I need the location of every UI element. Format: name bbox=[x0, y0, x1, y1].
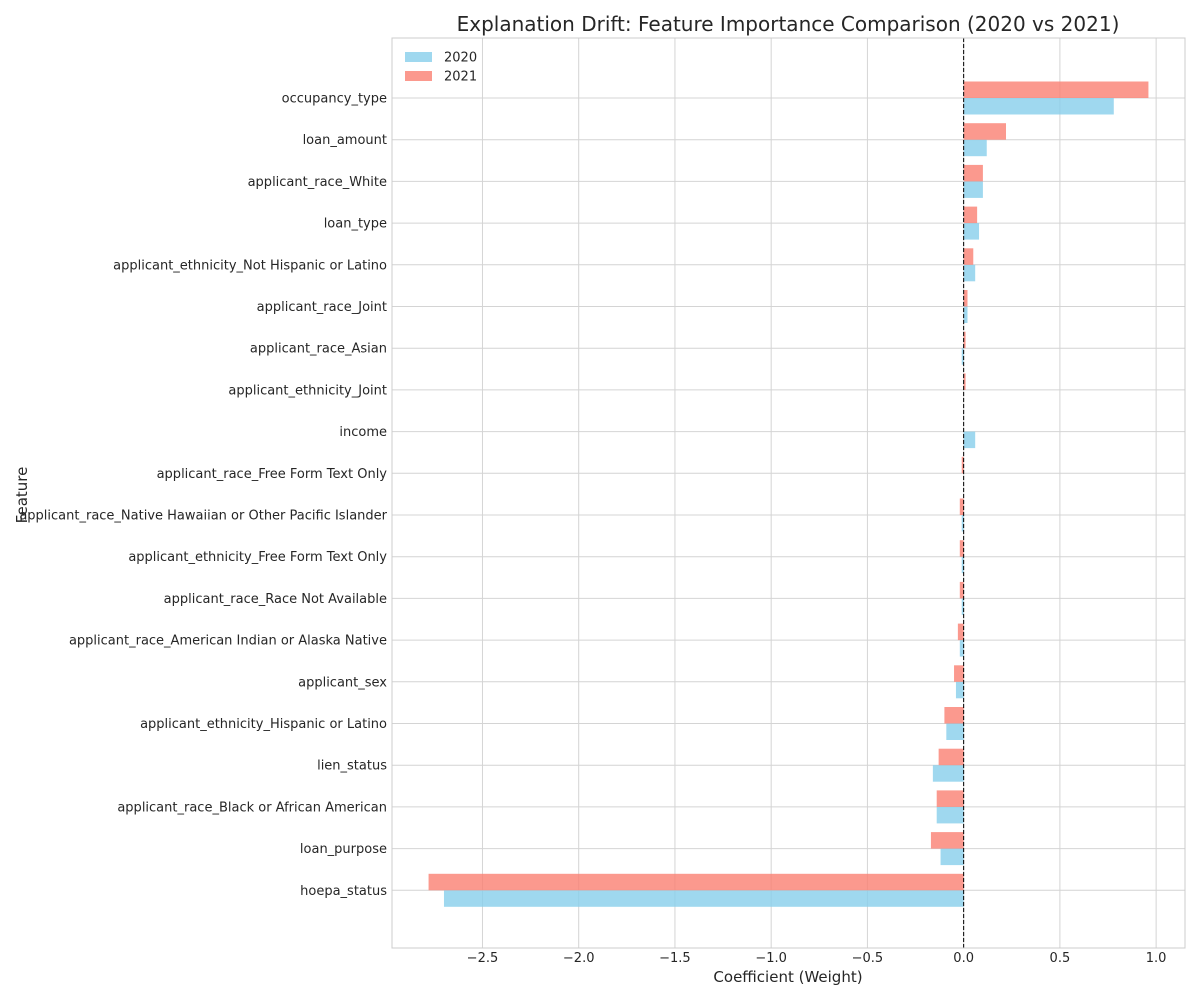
bar-2021 bbox=[957, 623, 964, 641]
y-tick-label: applicant_sex bbox=[298, 675, 387, 690]
x-tick-label: 0.0 bbox=[953, 951, 974, 966]
bar-2021 bbox=[963, 290, 968, 307]
bar-2021 bbox=[963, 164, 983, 182]
y-tick-label: applicant_ethnicity_Not Hispanic or Lati… bbox=[113, 258, 387, 273]
y-tick-label: applicant_race_American Indian or Alaska… bbox=[69, 634, 387, 649]
y-tick-label: applicant_race_Native Hawaiian or Other … bbox=[19, 509, 387, 524]
bar-2021 bbox=[936, 790, 964, 807]
plot-border bbox=[391, 37, 1186, 949]
y-tick-label: applicant_race_Free Form Text Only bbox=[157, 467, 388, 482]
legend-label-2021: 2021 bbox=[444, 70, 477, 85]
x-tick-label: −1.0 bbox=[755, 951, 787, 966]
y-tick-label: loan_amount bbox=[303, 133, 387, 148]
bar-2021 bbox=[963, 331, 966, 349]
x-tick-label: 0.5 bbox=[1050, 951, 1071, 966]
bar-2021 bbox=[959, 540, 964, 557]
bar-2020 bbox=[443, 890, 964, 907]
bar-2020 bbox=[961, 515, 964, 532]
y-tick-label: applicant_race_Asian bbox=[250, 342, 387, 357]
y-tick-label: applicant_race_Joint bbox=[257, 300, 387, 315]
y-tick-label: applicant_ethnicity_Hispanic or Latino bbox=[140, 717, 387, 732]
bar-2020 bbox=[963, 98, 1114, 115]
plot-frame bbox=[391, 37, 1186, 949]
y-tick-label: applicant_ethnicity_Joint bbox=[228, 383, 387, 398]
bar-2020 bbox=[946, 723, 964, 740]
y-tick-label: applicant_race_Race Not Available bbox=[164, 592, 387, 607]
bar-2021 bbox=[959, 498, 964, 515]
bar-2020 bbox=[961, 598, 964, 615]
y-tick-label: loan_type bbox=[324, 217, 387, 232]
x-tick-label: −2.0 bbox=[563, 951, 595, 966]
y-axis-label: Feature bbox=[13, 467, 31, 524]
y-tick-label: occupancy_type bbox=[282, 92, 387, 107]
x-tick-label: −1.5 bbox=[659, 951, 691, 966]
bars bbox=[428, 81, 1149, 907]
bar-2020 bbox=[955, 681, 964, 699]
bar-2020 bbox=[961, 556, 964, 574]
y-tick-label: applicant_race_Black or African American bbox=[117, 800, 387, 815]
grid bbox=[392, 38, 1185, 948]
bar-2020 bbox=[963, 306, 968, 323]
bar-2021 bbox=[963, 373, 966, 390]
bar-2020 bbox=[932, 765, 964, 782]
bar-2020 bbox=[936, 806, 964, 824]
legend-swatch-2021 bbox=[405, 71, 432, 81]
y-tick-label: lien_status bbox=[317, 759, 387, 774]
bar-2021 bbox=[963, 123, 1006, 140]
bar-2020 bbox=[961, 348, 964, 365]
y-tick-label: applicant_race_White bbox=[248, 175, 387, 190]
tick-labels: −2.5 −2.0 −1.5 −1.0 −0.5 0.0 0.5 1.0 occupancy_t… bbox=[19, 92, 1166, 967]
bar-2020 bbox=[959, 640, 964, 657]
legend: 2020 2021 bbox=[405, 51, 477, 85]
chart-title: Explanation Drift: Feature Importance Co… bbox=[457, 12, 1120, 36]
x-tick-label: −0.5 bbox=[852, 951, 884, 966]
bar-2021 bbox=[963, 206, 978, 224]
bar-2021 bbox=[963, 248, 974, 265]
bar-2020 bbox=[963, 139, 987, 157]
bar-2021 bbox=[954, 665, 964, 682]
bar-2021 bbox=[428, 873, 964, 891]
y-tick-label: loan_purpose bbox=[300, 842, 387, 857]
legend-swatch-2020 bbox=[405, 52, 432, 62]
bar-2021 bbox=[944, 707, 964, 724]
x-tick-label: −2.5 bbox=[467, 951, 499, 966]
bar-2020 bbox=[963, 431, 976, 449]
bar-2021 bbox=[930, 832, 964, 849]
legend-label-2020: 2020 bbox=[444, 51, 477, 66]
bar-2021 bbox=[963, 81, 1149, 98]
bar-2020 bbox=[963, 181, 983, 198]
bar-2020 bbox=[963, 223, 980, 240]
x-axis-label: Coefficient (Weight) bbox=[713, 968, 862, 986]
x-tick-label: 1.0 bbox=[1146, 951, 1167, 966]
y-tick-label: income bbox=[339, 425, 387, 440]
bar-2021 bbox=[961, 456, 964, 474]
bar-2021 bbox=[959, 581, 964, 599]
bar-2021 bbox=[938, 748, 964, 766]
y-tick-label: applicant_ethnicity_Free Form Text Only bbox=[128, 550, 387, 565]
bar-2020 bbox=[963, 264, 976, 282]
y-tick-label: hoepa_status bbox=[300, 884, 387, 899]
bar-2020 bbox=[940, 848, 964, 866]
